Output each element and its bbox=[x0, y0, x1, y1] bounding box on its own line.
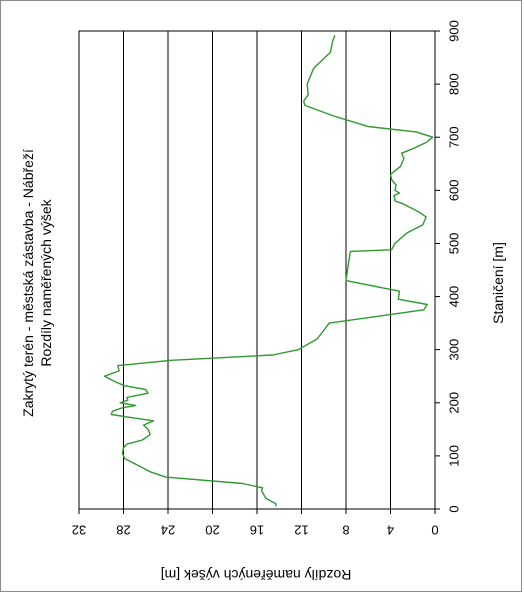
y-tick-label-16: 16 bbox=[250, 523, 264, 538]
tick-labels: 0 4 8 12 16 20 24 28 32 0 100 200 300 400 500 600 700 800… bbox=[72, 20, 462, 537]
y-tick-label-24: 24 bbox=[161, 523, 175, 538]
x-tick-label-300: 300 bbox=[446, 339, 461, 361]
chart-subtitle: Rozdíly naměřených výšek bbox=[38, 198, 54, 366]
y-tick-label-32: 32 bbox=[72, 523, 86, 538]
y-axis-label: Rozdíly naměřených výšek [m] bbox=[161, 567, 352, 583]
grid-lines bbox=[123, 31, 391, 509]
x-tick-label-100: 100 bbox=[446, 445, 461, 467]
x-tick-label-500: 500 bbox=[446, 233, 461, 255]
y-tick-label-20: 20 bbox=[205, 523, 219, 538]
x-tick-label-900: 900 bbox=[446, 20, 461, 42]
y-tick-label-0: 0 bbox=[431, 523, 438, 538]
x-tick-label-700: 700 bbox=[446, 126, 461, 148]
x-tick-label-800: 800 bbox=[446, 73, 461, 95]
y-tick-label-12: 12 bbox=[294, 523, 308, 538]
y-tick-label-4: 4 bbox=[387, 523, 394, 538]
series-layer bbox=[103, 34, 434, 507]
y-tick-label-28: 28 bbox=[116, 523, 130, 538]
tick-marks bbox=[78, 30, 440, 514]
x-tick-label-200: 200 bbox=[446, 392, 461, 414]
series-line-0 bbox=[103, 34, 434, 507]
chart-title: Zakrytý terén - městská zástavba - Nábře… bbox=[20, 149, 36, 417]
x-tick-label-0: 0 bbox=[446, 505, 461, 512]
x-axis-label: Staničení [m] bbox=[490, 242, 506, 324]
x-tick-label-400: 400 bbox=[446, 286, 461, 308]
x-tick-label-600: 600 bbox=[446, 179, 461, 201]
y-tick-label-8: 8 bbox=[342, 523, 349, 538]
